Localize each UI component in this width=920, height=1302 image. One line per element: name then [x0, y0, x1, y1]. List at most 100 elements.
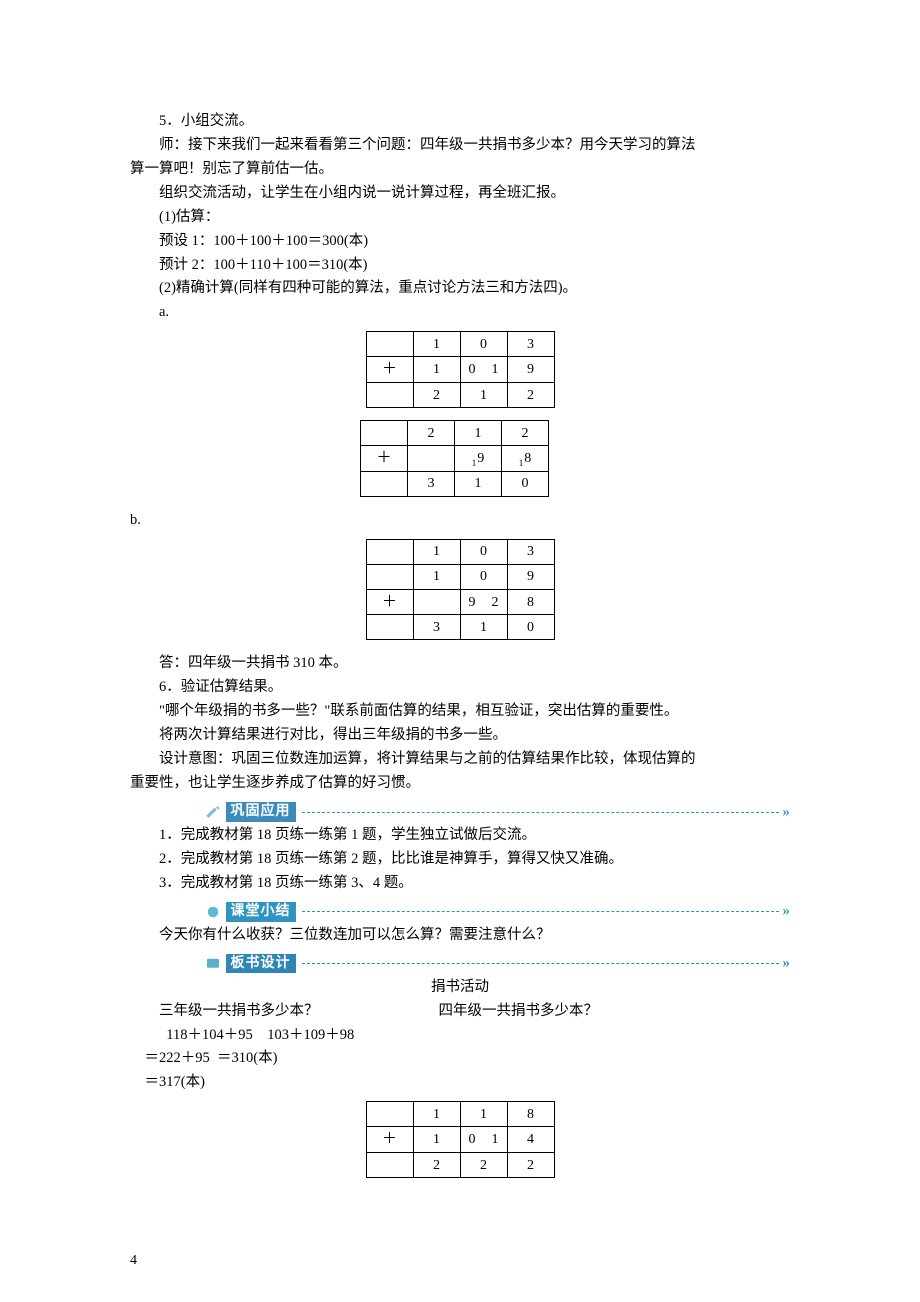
- chevron-icon: »: [783, 805, 791, 820]
- calc-cell: 1: [413, 539, 460, 564]
- board-q2: 四年级一共捐书多少本？: [439, 1000, 599, 1024]
- calc-cell: 1: [413, 332, 460, 357]
- para: 组织交流活动，让学生在小组内说一说计算过程，再全班汇报。: [130, 182, 790, 206]
- calc-cell: [366, 615, 413, 640]
- page-number: 4: [130, 1249, 137, 1272]
- calc-cell: 1: [460, 615, 507, 640]
- calc-cell: [361, 471, 408, 496]
- board-expr: ＝222＋95 ＝310(本): [130, 1047, 790, 1071]
- calc-cell: 3: [408, 471, 455, 496]
- section-bar-gonggu: 巩固应用 »: [130, 802, 790, 822]
- chevron-icon: »: [783, 904, 791, 919]
- calc-cell: [366, 564, 413, 589]
- calc-cell: 1: [413, 564, 460, 589]
- calc-table-a1: 103＋1019212: [366, 331, 555, 408]
- para: 预计 2：100＋110＋100＝310(本): [130, 254, 790, 278]
- calc-table-a2: 212＋1918310: [360, 420, 549, 497]
- board-expr: ＝317(本): [130, 1071, 790, 1095]
- calc-cell: 3: [507, 332, 554, 357]
- board-q1: 三年级一共捐书多少本？: [159, 1000, 319, 1024]
- para: 算一算吧！别忘了算前估一估。: [130, 158, 790, 182]
- calc-cell: ＋: [361, 446, 408, 472]
- calc-cell: ＋: [366, 589, 413, 615]
- calc-cell: 19: [455, 446, 502, 472]
- board-questions: 三年级一共捐书多少本？ 四年级一共捐书多少本？: [130, 1000, 790, 1024]
- calc-table-b: 103109＋928310: [366, 539, 555, 641]
- calc-cell: 1: [460, 1102, 507, 1127]
- calc-cell: [361, 421, 408, 446]
- calc-cell: ＋: [366, 357, 413, 383]
- sub-b-label: b.: [130, 509, 790, 533]
- calc-cell: 92: [460, 589, 507, 615]
- section-bar-ketang: 课堂小结 »: [130, 902, 790, 922]
- calc-cell: 2: [413, 1153, 460, 1178]
- calc-cell: 9: [507, 564, 554, 589]
- para: 预设 1：100＋100＋100＝300(本): [130, 230, 790, 254]
- para: 将两次计算结果进行对比，得出三年级捐的书多一些。: [130, 724, 790, 748]
- calc-cell: 8: [507, 1102, 554, 1127]
- calc-cell: [366, 1102, 413, 1127]
- section-label: 巩固应用: [226, 802, 296, 822]
- pencil-icon: [203, 802, 223, 822]
- board-title: 捐书活动: [130, 976, 790, 1000]
- calc-cell: 0: [460, 564, 507, 589]
- calc-cell: 0: [507, 615, 554, 640]
- page: 5．小组交流。 师：接下来我们一起来看看第三个问题：四年级一共捐书多少本？用今天…: [0, 0, 920, 1302]
- board-expr: 118＋104＋95 103＋109＋98: [130, 1024, 790, 1048]
- calc-cell: 1: [455, 471, 502, 496]
- section-label: 课堂小结: [226, 902, 296, 922]
- calc-cell: 2: [507, 1153, 554, 1178]
- para: (2)精确计算(同样有四种可能的算法，重点讨论方法三和方法四)。: [130, 277, 790, 301]
- para: 5．小组交流。: [130, 110, 790, 134]
- calc-cell: [366, 539, 413, 564]
- chevron-icon: »: [783, 956, 791, 971]
- calc-cell: 0: [502, 471, 549, 496]
- para: "哪个年级捐的书多一些？"联系前面估算的结果，相互验证，突出估算的重要性。: [130, 700, 790, 724]
- calc-cell: 01: [460, 357, 507, 383]
- calc-cell: 0: [460, 539, 507, 564]
- para: 重要性，也让学生逐步养成了估算的好习惯。: [130, 772, 790, 796]
- sub-a-label: a.: [130, 301, 790, 325]
- calc-cell: 1: [413, 357, 460, 383]
- section-dashes: [302, 963, 779, 964]
- calc-cell: 1: [455, 421, 502, 446]
- calc-cell: 8: [507, 589, 554, 615]
- sparkle-icon: [203, 902, 223, 922]
- calc-cell: 2: [502, 421, 549, 446]
- calc-cell: [366, 1153, 413, 1178]
- calc-cell: 0: [460, 332, 507, 357]
- calc-cell: 01: [460, 1127, 507, 1153]
- calc-cell: [408, 446, 455, 472]
- answer: 答：四年级一共捐书 310 本。: [130, 652, 790, 676]
- section-label: 板书设计: [226, 954, 296, 974]
- calc-cell: 3: [507, 539, 554, 564]
- section-dashes: [302, 812, 779, 813]
- calc-cell: 4: [507, 1127, 554, 1153]
- para: 师：接下来我们一起来看看第三个问题：四年级一共捐书多少本？用今天学习的算法: [130, 134, 790, 158]
- calc-cell: 2: [408, 421, 455, 446]
- calc-cell: ＋: [366, 1127, 413, 1153]
- section-dashes: [302, 911, 779, 912]
- calc-cell: 3: [413, 615, 460, 640]
- calc-cell: 2: [460, 1153, 507, 1178]
- practice-item: 1．完成教材第 18 页练一练第 1 题，学生独立试做后交流。: [130, 824, 790, 848]
- calc-cell: 18: [502, 446, 549, 472]
- board-icon: [203, 954, 223, 974]
- summary-question: 今天你有什么收获？三位数连加可以怎么算？需要注意什么？: [130, 924, 790, 948]
- calc-cell: 1: [460, 383, 507, 408]
- calc-cell: 2: [413, 383, 460, 408]
- calc-cell: [413, 589, 460, 615]
- para: (1)估算：: [130, 206, 790, 230]
- calc-cell: 1: [413, 1102, 460, 1127]
- calc-cell: 9: [507, 357, 554, 383]
- practice-item: 3．完成教材第 18 页练一练第 3、4 题。: [130, 872, 790, 896]
- calc-cell: [366, 383, 413, 408]
- calc-cell: 2: [507, 383, 554, 408]
- para: 设计意图：巩固三位数连加运算，将计算结果与之前的估算结果作比较，体现估算的: [130, 748, 790, 772]
- calc-table-bottom: 118＋1014222: [366, 1101, 555, 1178]
- practice-item: 2．完成教材第 18 页练一练第 2 题，比比谁是神算手，算得又快又准确。: [130, 848, 790, 872]
- section-bar-banshu: 板书设计 »: [130, 954, 790, 974]
- calc-cell: [366, 332, 413, 357]
- para: 6．验证估算结果。: [130, 676, 790, 700]
- calc-cell: 1: [413, 1127, 460, 1153]
